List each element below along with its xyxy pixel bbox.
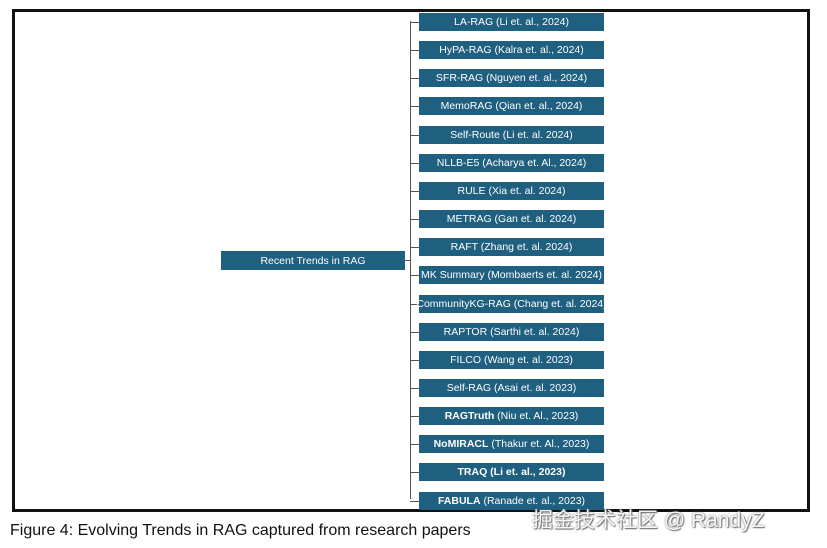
child-node: NLLB-E5 (Acharya et. Al., 2024) [419, 154, 604, 172]
connector-tick [410, 78, 419, 79]
child-node: NoMIRACL (Thakur et. Al., 2023) [419, 435, 604, 453]
connector-tick [410, 501, 419, 502]
connector-tick [410, 219, 419, 220]
connector-tick [410, 304, 419, 305]
connector-tick [410, 416, 419, 417]
child-node-name: NoMIRACL [433, 438, 489, 450]
child-node-name: FABULA [437, 495, 481, 507]
child-node: RAFT (Zhang et. al. 2024) [419, 238, 604, 256]
child-node: HyPA-RAG (Kalra et. al., 2024) [419, 41, 604, 59]
child-node-citation: (Niu et. Al., 2023) [494, 410, 579, 422]
child-node: CommunityKG-RAG (Chang et. al. 2024) [416, 295, 607, 313]
child-node-citation: HyPA-RAG (Kalra et. al., 2024) [439, 44, 584, 56]
child-node: FABULA (Ranade et. al., 2023) [419, 492, 604, 510]
connector-root [405, 260, 411, 261]
connector-tick [410, 275, 419, 276]
child-node-name: TRAQ (Li et. al., 2023) [457, 466, 566, 478]
child-node-name: RAGTruth [444, 410, 495, 422]
connector-tick [410, 191, 419, 192]
child-node-citation: CommunityKG-RAG (Chang et. al. 2024) [416, 298, 607, 310]
child-node: FILCO (Wang et. al. 2023) [419, 351, 604, 369]
child-node: Self-RAG (Asai et. al. 2023) [419, 379, 604, 397]
connector-tick [410, 22, 419, 23]
child-node-citation: MemoRAG (Qian et. al., 2024) [440, 100, 583, 112]
connector-tick [410, 50, 419, 51]
child-node-citation: RAPTOR (Sarthi et. al. 2024) [443, 326, 580, 338]
connector-tick [410, 135, 419, 136]
child-node-citation: RAFT (Zhang et. al. 2024) [450, 241, 573, 253]
child-node-citation: SFR-RAG (Nguyen et. al., 2024) [435, 72, 588, 84]
connector-tick [410, 332, 419, 333]
child-node: SFR-RAG (Nguyen et. al., 2024) [419, 69, 604, 87]
child-node: RAGTruth (Niu et. Al., 2023) [419, 407, 604, 425]
child-node-citation: MK Summary (Mombaerts et. al. 2024) [421, 269, 602, 281]
child-node-citation: METRAG (Gan et. al. 2024) [446, 213, 577, 225]
child-node-citation: Self-Route (Li et. al. 2024) [450, 129, 573, 141]
connector-tick [410, 360, 419, 361]
connector-tick [410, 163, 419, 164]
child-node: METRAG (Gan et. al. 2024) [419, 210, 604, 228]
child-node: RAPTOR (Sarthi et. al. 2024) [419, 323, 604, 341]
child-node-citation: LA-RAG (Li et. al., 2024) [454, 16, 569, 28]
child-node: Self-Route (Li et. al. 2024) [419, 126, 604, 144]
root-node: Recent Trends in RAG [221, 251, 405, 270]
child-node: RULE (Xia et. al. 2024) [419, 182, 604, 200]
child-node-citation: Self-RAG (Asai et. al. 2023) [446, 382, 577, 394]
child-node: MK Summary (Mombaerts et. al. 2024) [419, 266, 604, 284]
child-node-citation: (Ranade et. al., 2023) [480, 495, 586, 507]
child-node: TRAQ (Li et. al., 2023) [419, 463, 604, 481]
child-node-citation: FILCO (Wang et. al. 2023) [450, 354, 573, 366]
connector-tick [410, 388, 419, 389]
watermark: 掘金技术社区 @ RandyZ [532, 509, 765, 532]
child-node-citation: RULE (Xia et. al. 2024) [457, 185, 566, 197]
connector-tick [410, 106, 419, 107]
connector-tick [410, 472, 419, 473]
child-node-citation: NLLB-E5 (Acharya et. Al., 2024) [436, 157, 587, 169]
child-node: LA-RAG (Li et. al., 2024) [419, 13, 604, 31]
connector-tick [410, 444, 419, 445]
figure-caption: Figure 4: Evolving Trends in RAG capture… [10, 522, 471, 539]
child-node-citation: (Thakur et. Al., 2023) [488, 438, 590, 450]
child-node: MemoRAG (Qian et. al., 2024) [419, 97, 604, 115]
figure-frame [12, 9, 810, 512]
connector-tick [410, 247, 419, 248]
